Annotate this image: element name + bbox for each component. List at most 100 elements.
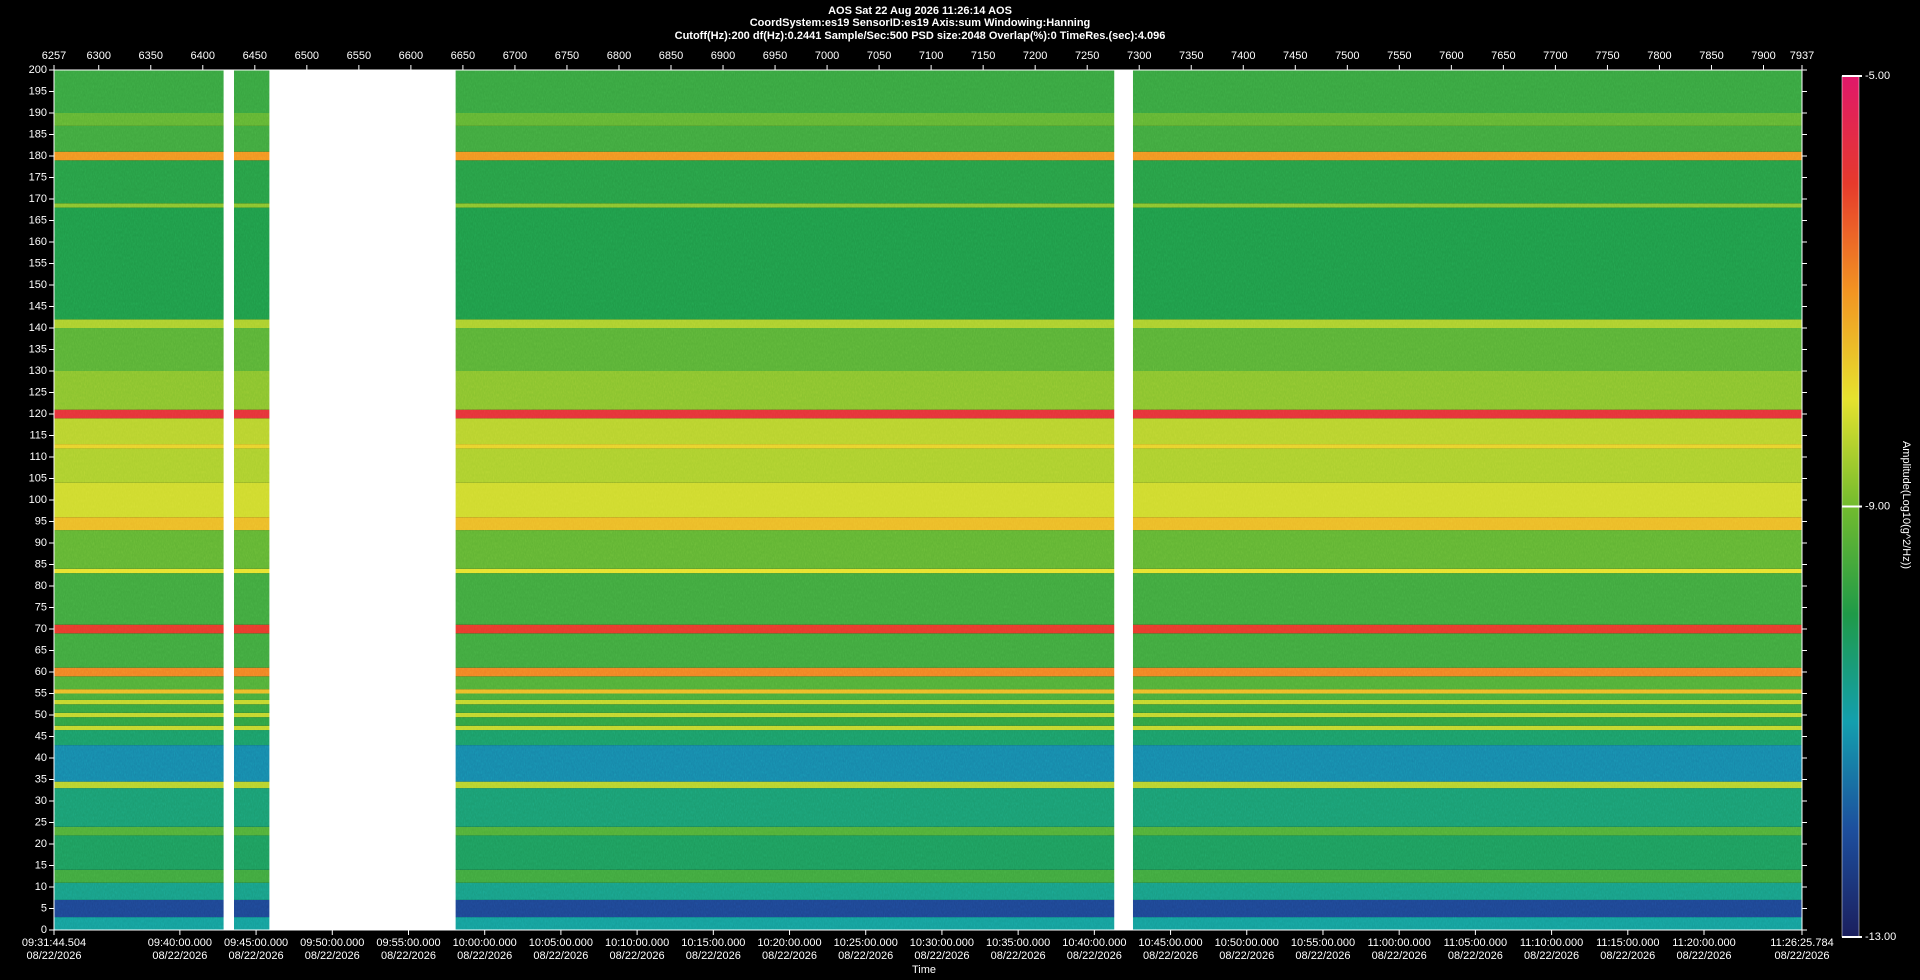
y-tick-label: 135 (29, 343, 47, 355)
x2-tick-label: 7800 (1647, 50, 1671, 62)
y-tick-label: 0 (41, 924, 47, 936)
y-tick-label: 195 (29, 85, 47, 97)
y-tick-label: 5 (41, 902, 47, 914)
y-tick-label: 110 (29, 451, 47, 463)
x-tick-label: 11:26:25.784 08/22/2026 (1770, 937, 1834, 962)
chart-subtitle: Cutoff(Hz):200 df(Hz):0.2441 Sample/Sec:… (675, 30, 1166, 42)
x-axis-label: Time (911, 964, 937, 976)
x2-tick-label: 7100 (919, 50, 943, 62)
y-tick-label: 155 (29, 257, 47, 269)
y-tick-label: 45 (35, 730, 47, 742)
x2-tick-label: 6850 (659, 50, 683, 62)
x2-tick-label: 7450 (1283, 50, 1307, 62)
y-tick-label: 180 (29, 150, 47, 162)
x-tick-label: 09:55:00.000 08/22/2026 (376, 937, 441, 962)
x-tick-label: 09:50:00.000 08/22/2026 (300, 937, 365, 962)
y-tick-label: 115 (29, 429, 47, 441)
x-tick-label: 10:30:00.000 08/22/2026 (909, 937, 975, 962)
x2-tick-label: 7850 (1699, 50, 1723, 62)
x2-tick-label: 6257 (42, 50, 66, 62)
x-tick-label: 10:50:00.000 08/22/2026 (1214, 937, 1279, 962)
y-tick-label: 80 (35, 580, 47, 592)
x2-tick-label: 6650 (451, 50, 475, 62)
x2-tick-label: 7700 (1543, 50, 1567, 62)
x-tick-label: 10:35:00.000 08/22/2026 (986, 937, 1051, 962)
y-tick-label: 20 (35, 838, 47, 850)
x-tick-label: 10:45:00.000 08/22/2026 (1138, 937, 1203, 962)
x2-tick-label: 7150 (971, 50, 995, 62)
x-tick-label: 09:40:00.000 08/22/2026 (147, 937, 212, 962)
y-tick-label: 125 (29, 386, 47, 398)
x-tick-label: 10:10:00.000 08/22/2026 (604, 937, 670, 962)
x2-tick-label: 7050 (867, 50, 891, 62)
x-tick-label: 09:31:44.504 08/22/2026 (21, 937, 87, 962)
x-tick-label: 10:00:00.000 08/22/2026 (452, 937, 517, 962)
x-tick-label: 10:55:00.000 08/22/2026 (1290, 937, 1356, 962)
y-tick-label: 185 (29, 128, 47, 140)
x2-tick-label: 7650 (1491, 50, 1515, 62)
x2-tick-label: 7250 (1075, 50, 1099, 62)
colorbar-label: Amplitude(Log10(g^2/Hz)) (1900, 441, 1912, 569)
x2-tick-label: 6700 (503, 50, 527, 62)
y-tick-label: 95 (35, 515, 47, 527)
x-tick-label: 10:15:00.000 08/22/2026 (681, 937, 746, 962)
x2-tick-label: 7400 (1231, 50, 1255, 62)
x-tick-label: 10:20:00.000 08/22/2026 (757, 937, 822, 962)
colorbar-tick-label: -9.00 (1865, 500, 1890, 512)
x2-tick-label: 7200 (1023, 50, 1047, 62)
x2-tick-label: 6350 (139, 50, 163, 62)
y-tick-label: 200 (29, 64, 47, 76)
x-tick-label: 11:10:00.000 08/22/2026 (1519, 937, 1584, 962)
y-tick-label: 100 (29, 494, 47, 506)
x2-tick-label: 6450 (243, 50, 267, 62)
y-tick-label: 55 (35, 687, 47, 699)
y-tick-label: 160 (29, 236, 47, 248)
y-tick-label: 175 (29, 171, 47, 183)
y-tick-label: 85 (35, 558, 47, 570)
x2-tick-label: 7350 (1179, 50, 1203, 62)
y-tick-label: 165 (29, 214, 47, 226)
x-tick-label: 10:05:00.000 08/22/2026 (528, 937, 594, 962)
x2-tick-label: 7750 (1595, 50, 1619, 62)
data-gap (223, 70, 235, 930)
y-tick-label: 70 (35, 623, 47, 635)
colorbar-tick-label: -5.00 (1865, 70, 1890, 82)
x-tick-label: 09:45:00.000 08/22/2026 (223, 937, 289, 962)
y-tick-label: 130 (29, 365, 47, 377)
x2-tick-label: 7937 (1790, 50, 1814, 62)
y-tick-label: 105 (29, 472, 47, 484)
y-tick-label: 10 (35, 881, 47, 893)
x2-tick-label: 6300 (86, 50, 110, 62)
y-tick-label: 40 (35, 752, 47, 764)
x2-tick-label: 7000 (815, 50, 839, 62)
x2-tick-label: 6900 (711, 50, 735, 62)
chart-subtitle: CoordSystem:es19 SensorID:es19 Axis:sum … (750, 17, 1091, 29)
x2-tick-label: 6750 (555, 50, 579, 62)
y-tick-label: 140 (29, 322, 47, 334)
y-tick-label: 15 (35, 859, 47, 871)
chart-title: AOS Sat 22 Aug 2026 11:26:14 AOS (828, 5, 1012, 17)
data-gap (1114, 70, 1133, 930)
x2-tick-label: 6950 (763, 50, 787, 62)
data-gap (269, 70, 456, 930)
x2-tick-label: 7600 (1439, 50, 1463, 62)
x-tick-label: 11:20:00.000 08/22/2026 (1672, 937, 1736, 962)
x-tick-label: 11:00:00.000 08/22/2026 (1367, 937, 1431, 962)
x2-tick-label: 6500 (295, 50, 319, 62)
x2-tick-label: 6400 (191, 50, 215, 62)
y-tick-label: 90 (35, 537, 47, 549)
y-tick-label: 75 (35, 601, 47, 613)
y-tick-label: 60 (35, 666, 47, 678)
colorbar-tick-label: -13.00 (1865, 931, 1896, 943)
x2-tick-label: 6600 (399, 50, 423, 62)
x2-tick-label: 7500 (1335, 50, 1359, 62)
y-tick-label: 50 (35, 709, 47, 721)
y-tick-label: 35 (35, 773, 47, 785)
y-tick-label: 170 (29, 193, 47, 205)
x-tick-label: 10:25:00.000 08/22/2026 (833, 937, 898, 962)
x2-tick-label: 6550 (347, 50, 371, 62)
x-tick-label: 11:15:00.000 08/22/2026 (1596, 937, 1660, 962)
y-tick-label: 65 (35, 644, 47, 656)
